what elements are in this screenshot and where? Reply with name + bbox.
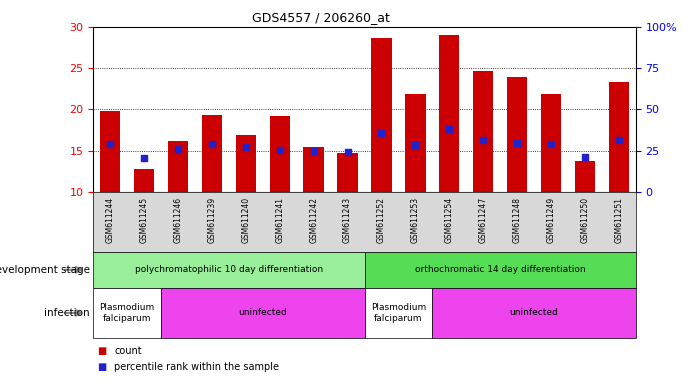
Text: GSM611251: GSM611251 xyxy=(614,197,623,243)
Bar xyxy=(371,38,392,192)
Bar xyxy=(93,288,161,338)
Text: GSM611246: GSM611246 xyxy=(173,197,182,243)
Bar xyxy=(161,288,365,338)
Point xyxy=(173,146,184,152)
Point xyxy=(410,142,421,148)
Text: ■: ■ xyxy=(97,346,106,356)
Point xyxy=(308,148,319,154)
Bar xyxy=(433,288,636,338)
Bar xyxy=(93,252,365,288)
Text: GSM611245: GSM611245 xyxy=(140,197,149,243)
Text: GSM611249: GSM611249 xyxy=(547,197,556,243)
Bar xyxy=(202,115,222,192)
Text: GSM611240: GSM611240 xyxy=(241,197,250,243)
Bar xyxy=(337,153,358,192)
Point xyxy=(342,149,353,155)
Text: orthochromatic 14 day differentiation: orthochromatic 14 day differentiation xyxy=(415,265,585,274)
Bar xyxy=(507,77,527,192)
Point xyxy=(613,137,624,143)
Point xyxy=(207,141,218,147)
Text: uninfected: uninfected xyxy=(238,308,287,318)
Text: GSM611239: GSM611239 xyxy=(207,197,216,243)
Bar xyxy=(541,94,561,192)
Bar xyxy=(168,141,188,192)
Text: GSM611253: GSM611253 xyxy=(411,197,420,243)
Text: development stage: development stage xyxy=(0,265,90,275)
Text: GSM611241: GSM611241 xyxy=(275,197,284,243)
Point xyxy=(545,141,556,147)
Text: polychromatophilic 10 day differentiation: polychromatophilic 10 day differentiatio… xyxy=(135,265,323,274)
Text: Plasmodium
falciparum: Plasmodium falciparum xyxy=(100,303,155,323)
Text: count: count xyxy=(114,346,142,356)
Point xyxy=(444,126,455,132)
Point xyxy=(139,155,150,161)
Text: GSM611250: GSM611250 xyxy=(580,197,589,243)
Text: Plasmodium
falciparum: Plasmodium falciparum xyxy=(371,303,426,323)
Text: infection: infection xyxy=(44,308,90,318)
Point xyxy=(376,129,387,136)
Bar xyxy=(269,116,290,192)
Point xyxy=(240,144,252,151)
Bar xyxy=(365,288,433,338)
Point xyxy=(477,137,489,143)
Bar xyxy=(405,94,426,192)
Text: GSM611242: GSM611242 xyxy=(309,197,318,243)
Point xyxy=(105,141,116,147)
Bar xyxy=(473,71,493,192)
Text: uninfected: uninfected xyxy=(510,308,558,318)
Bar xyxy=(365,252,636,288)
Text: GSM611254: GSM611254 xyxy=(445,197,454,243)
Bar xyxy=(236,135,256,192)
Bar xyxy=(100,111,120,192)
Text: GSM611244: GSM611244 xyxy=(106,197,115,243)
Text: GSM611248: GSM611248 xyxy=(513,197,522,243)
Point xyxy=(511,140,522,146)
Bar xyxy=(439,35,460,192)
Text: GDS4557 / 206260_at: GDS4557 / 206260_at xyxy=(252,12,390,25)
Bar xyxy=(609,82,629,192)
Point xyxy=(274,147,285,153)
Bar xyxy=(303,147,324,192)
Point xyxy=(579,154,590,161)
Bar xyxy=(134,169,154,192)
Text: GSM611252: GSM611252 xyxy=(377,197,386,243)
Text: GSM611247: GSM611247 xyxy=(479,197,488,243)
Bar xyxy=(575,161,595,192)
Text: GSM611243: GSM611243 xyxy=(343,197,352,243)
Text: percentile rank within the sample: percentile rank within the sample xyxy=(114,362,279,372)
Text: ■: ■ xyxy=(97,362,106,372)
